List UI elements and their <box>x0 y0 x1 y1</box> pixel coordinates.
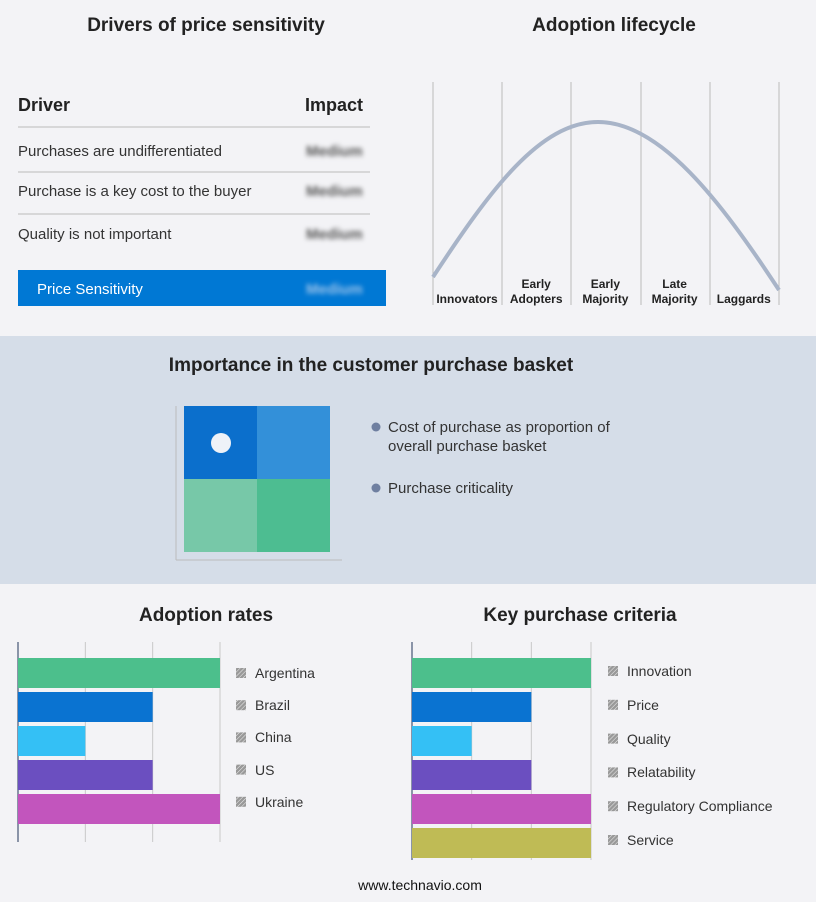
bar <box>412 760 532 790</box>
section-title: Importance in the customer purchase bask… <box>168 355 574 376</box>
stage-label: Early Adopters <box>509 277 563 306</box>
legend-swatch <box>608 666 618 676</box>
driver-label: Purchases are undifferentiated <box>18 143 223 160</box>
legend-label: US <box>255 761 275 778</box>
legend-label: Cost of purchase as proportion of overal… <box>388 419 610 455</box>
section-title: Adoption lifecycle <box>532 15 696 36</box>
bar <box>412 794 591 824</box>
column-header: Driver <box>18 95 71 115</box>
bar <box>412 828 591 858</box>
summary-label: Price Sensitivity <box>37 281 143 298</box>
impact-value: Medium <box>306 183 363 200</box>
section-title: Drivers of price sensitivity <box>87 15 325 36</box>
legend-swatch <box>608 835 618 845</box>
legend-label: Brazil <box>255 697 291 714</box>
stage-label: Late Majority <box>651 277 698 306</box>
legend-swatch <box>608 767 618 778</box>
legend-label: Argentina <box>255 665 315 681</box>
bar <box>412 692 532 722</box>
lifecycle-columns <box>432 82 780 305</box>
legend-swatch <box>236 668 246 678</box>
legend-label: Relatability <box>627 764 696 781</box>
summary-value: Medium <box>306 281 363 298</box>
bar <box>18 760 153 790</box>
legend-swatch <box>236 732 246 743</box>
footer: www.technavio.com <box>358 877 482 893</box>
legend-label: Service <box>627 832 674 848</box>
legend-label: China <box>255 729 292 746</box>
legend-label: Price <box>627 696 659 713</box>
legend-swatch <box>236 764 246 775</box>
legend-label: Ukraine <box>255 793 304 810</box>
bar <box>18 658 220 688</box>
impact-value: Medium <box>306 143 363 160</box>
table-rules <box>18 126 370 215</box>
bar <box>18 726 86 756</box>
legend-swatch <box>608 733 618 744</box>
legend-label: Quality <box>627 730 671 747</box>
driver-label: Quality is not important <box>18 226 172 243</box>
summary-box <box>18 270 386 306</box>
legend-swatch <box>236 700 246 711</box>
basket-band <box>0 336 816 584</box>
lifecycle-curve <box>431 119 781 292</box>
legend-swatch <box>608 801 618 812</box>
bar <box>18 692 153 722</box>
stage-label: Early Majority <box>582 277 629 306</box>
chart-title: Adoption rates <box>138 605 274 626</box>
basket-matrix <box>175 406 381 561</box>
bar <box>18 794 220 824</box>
legend-label: Regulatory Compliance <box>627 798 773 815</box>
stage-label: Laggards <box>716 292 771 306</box>
stage-label: Innovators <box>436 292 498 306</box>
bar <box>412 726 472 756</box>
impact-value: Medium <box>306 226 363 243</box>
column-header: Impact <box>305 95 364 115</box>
legend-label: Innovation <box>627 663 692 679</box>
legend-swatch <box>236 796 246 807</box>
legend-swatch <box>608 699 618 710</box>
chart-title: Key purchase criteria <box>483 605 677 626</box>
bar <box>412 658 591 688</box>
legend-label: Purchase criticality <box>388 480 514 497</box>
driver-label: Purchase is a key cost to the buyer <box>18 183 252 200</box>
